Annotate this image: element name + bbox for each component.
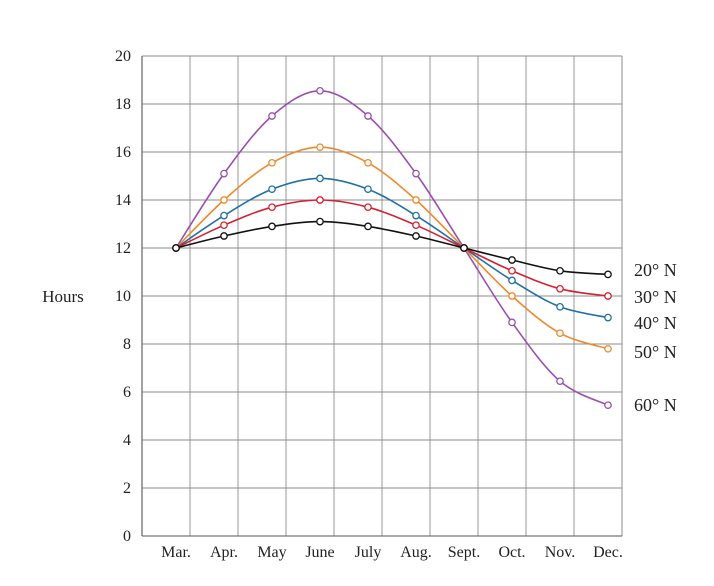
series-label: 50° N xyxy=(634,342,677,362)
series-line xyxy=(175,199,609,297)
series-3 xyxy=(172,174,612,322)
y-tick-label: 20 xyxy=(115,48,131,65)
y-tick-label: 8 xyxy=(123,336,131,353)
series-line xyxy=(175,146,609,350)
y-tick-labels: 0 2 4 6 8 10 12 14 16 18 20 xyxy=(115,48,131,545)
data-point xyxy=(268,112,276,120)
series-label: 20° N xyxy=(634,260,677,280)
data-point xyxy=(220,221,228,230)
series-lines xyxy=(172,86,612,410)
data-point xyxy=(412,196,420,204)
data-point xyxy=(556,377,564,386)
series-labels: 20° N 30° N 40° N 50° N 60° N xyxy=(634,260,677,415)
data-point xyxy=(220,196,228,204)
y-tick-label: 4 xyxy=(123,432,131,449)
x-tick-label: Aug. xyxy=(400,544,432,561)
grid xyxy=(141,55,623,537)
data-point xyxy=(508,256,516,264)
data-point xyxy=(508,318,516,327)
series-1 xyxy=(172,217,612,279)
data-point xyxy=(604,344,612,353)
data-point xyxy=(316,196,324,204)
data-point xyxy=(604,401,612,410)
data-point xyxy=(604,270,612,279)
data-point xyxy=(268,185,276,194)
data-point xyxy=(556,266,564,275)
axes xyxy=(141,56,622,537)
data-point xyxy=(268,203,276,212)
data-point xyxy=(316,174,324,183)
data-point xyxy=(220,169,228,178)
y-tick-label: 16 xyxy=(115,144,131,161)
data-point xyxy=(364,185,372,194)
data-point xyxy=(412,169,420,178)
data-point xyxy=(364,158,372,167)
data-point xyxy=(316,217,324,226)
x-tick-label: Mar. xyxy=(161,544,191,561)
y-tick-label: 18 xyxy=(115,96,131,113)
data-point xyxy=(604,313,612,322)
x-tick-labels: Mar. Apr. May June July Aug. Sept. Oct. Nov. Dec. xyxy=(161,544,623,561)
data-point xyxy=(412,232,420,240)
series-line xyxy=(175,89,609,406)
y-tick-label: 6 xyxy=(123,384,131,401)
x-tick-label: Oct. xyxy=(498,544,525,561)
series-label: 30° N xyxy=(634,287,677,307)
y-tick-label: 14 xyxy=(115,192,131,209)
y-tick-label: 12 xyxy=(115,240,131,257)
data-point xyxy=(556,302,564,311)
data-point xyxy=(556,329,564,338)
data-point xyxy=(556,284,564,293)
series-label: 60° N xyxy=(634,395,677,415)
data-point xyxy=(508,292,516,300)
data-point xyxy=(220,232,228,240)
y-tick-label: 10 xyxy=(115,288,131,305)
series-line xyxy=(175,220,609,276)
data-point xyxy=(604,292,612,300)
y-axis-label: Hours xyxy=(42,287,84,306)
x-tick-label: June xyxy=(305,544,334,561)
data-point xyxy=(316,86,324,95)
x-tick-label: July xyxy=(355,544,382,561)
series-line xyxy=(175,177,609,319)
data-point xyxy=(364,222,372,231)
x-tick-label: May xyxy=(257,544,286,561)
data-point xyxy=(412,221,420,230)
y-tick-label: 2 xyxy=(123,480,131,497)
data-point xyxy=(220,211,228,220)
data-point xyxy=(508,266,516,275)
x-tick-label: Nov. xyxy=(545,544,576,561)
data-point xyxy=(268,158,276,167)
data-point xyxy=(460,244,468,252)
data-point xyxy=(172,244,180,252)
series-label: 40° N xyxy=(634,313,677,333)
x-tick-label: Dec. xyxy=(593,544,623,561)
y-tick-label: 0 xyxy=(123,528,131,545)
data-point xyxy=(268,222,276,231)
data-point xyxy=(364,203,372,212)
data-point xyxy=(364,112,372,120)
data-point xyxy=(316,143,324,152)
data-point xyxy=(508,276,516,285)
x-tick-label: Apr. xyxy=(210,544,238,561)
x-tick-label: Sept. xyxy=(448,544,480,561)
data-point xyxy=(412,211,420,220)
